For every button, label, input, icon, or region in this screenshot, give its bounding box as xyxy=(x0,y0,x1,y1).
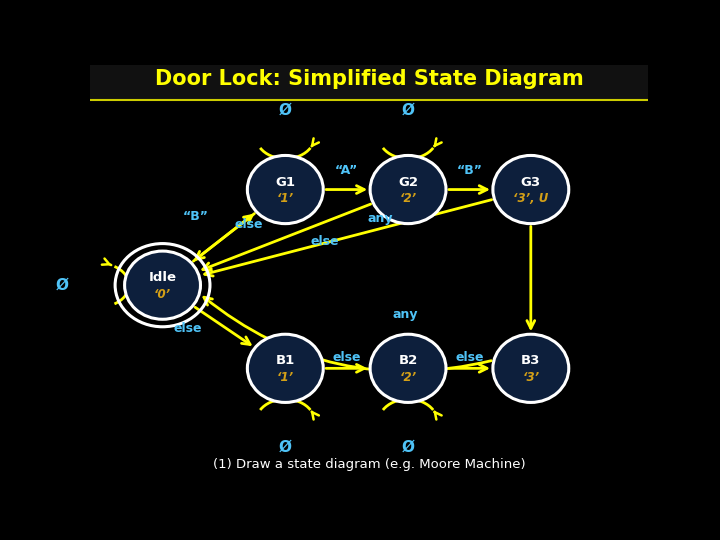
Text: ‘2’: ‘2’ xyxy=(400,371,417,384)
Text: else: else xyxy=(310,235,338,248)
Text: Door Lock: Simplified State Diagram: Door Lock: Simplified State Diagram xyxy=(155,69,583,89)
Text: ‘3’: ‘3’ xyxy=(522,371,539,384)
Text: else: else xyxy=(333,352,361,365)
FancyArrowPatch shape xyxy=(326,364,364,372)
FancyArrowPatch shape xyxy=(449,364,487,372)
FancyArrowPatch shape xyxy=(204,297,491,371)
Text: G1: G1 xyxy=(275,176,295,188)
Text: Ø: Ø xyxy=(56,278,69,293)
Text: B3: B3 xyxy=(521,354,541,367)
FancyArrowPatch shape xyxy=(196,214,254,259)
Text: Idle: Idle xyxy=(148,271,176,284)
Text: any: any xyxy=(392,308,418,321)
Text: B1: B1 xyxy=(276,354,295,367)
Text: “B”: “B” xyxy=(456,164,482,177)
Bar xyxy=(90,65,648,100)
Text: ‘0’: ‘0’ xyxy=(154,288,171,301)
Text: B2: B2 xyxy=(398,354,418,367)
Ellipse shape xyxy=(493,156,569,224)
FancyArrowPatch shape xyxy=(527,226,535,328)
Text: any: any xyxy=(367,212,393,225)
FancyArrowPatch shape xyxy=(195,307,250,345)
Text: ‘1’: ‘1’ xyxy=(276,192,294,205)
Ellipse shape xyxy=(370,156,446,224)
Text: “B”: “B” xyxy=(183,210,209,223)
Ellipse shape xyxy=(125,251,200,319)
FancyArrowPatch shape xyxy=(204,200,492,276)
Ellipse shape xyxy=(493,334,569,402)
Text: else: else xyxy=(235,218,264,231)
FancyArrowPatch shape xyxy=(449,186,487,193)
Text: G2: G2 xyxy=(398,176,418,188)
Ellipse shape xyxy=(248,334,323,402)
FancyArrowPatch shape xyxy=(203,204,371,271)
Text: ‘3’, U: ‘3’, U xyxy=(513,192,549,205)
Text: ‘2’: ‘2’ xyxy=(400,192,417,205)
Text: Ø: Ø xyxy=(279,440,292,455)
Text: G3: G3 xyxy=(521,176,541,188)
Text: Ø: Ø xyxy=(402,103,415,118)
FancyArrowPatch shape xyxy=(326,186,364,193)
Text: “A”: “A” xyxy=(335,164,359,177)
Ellipse shape xyxy=(248,156,323,224)
Text: (1) Draw a state diagram (e.g. Moore Machine): (1) Draw a state diagram (e.g. Moore Mac… xyxy=(212,458,526,471)
Text: Ø: Ø xyxy=(279,103,292,118)
Text: ‘1’: ‘1’ xyxy=(276,371,294,384)
Text: else: else xyxy=(455,352,484,365)
FancyArrowPatch shape xyxy=(194,215,252,261)
Ellipse shape xyxy=(370,334,446,402)
Text: Ø: Ø xyxy=(402,440,415,455)
Text: else: else xyxy=(174,322,202,335)
